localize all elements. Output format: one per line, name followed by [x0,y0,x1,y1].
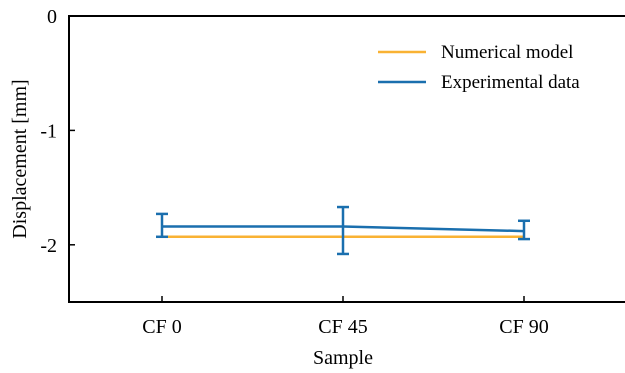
legend-label: Experimental data [441,72,580,93]
x-tick-label: CF 0 [142,316,181,338]
y-axis-label: Displacement [mm] [9,79,31,238]
legend: Numerical model Experimental data [378,42,580,93]
series-group [156,205,530,256]
legend-label: Numerical model [441,42,573,63]
y-tick-label: -2 [40,235,57,257]
x-tick-label: CF 45 [318,316,367,338]
y-tick-label: -1 [40,120,57,142]
x-axis-label: Sample [313,347,373,369]
x-tick-label: CF 90 [499,316,548,338]
y-tick-label: 0 [47,6,57,28]
x-ticks: CF 0 CF 45 CF 90 [142,296,549,338]
plot-area [68,15,625,303]
y-ticks: 0 -1 -2 [40,6,75,257]
